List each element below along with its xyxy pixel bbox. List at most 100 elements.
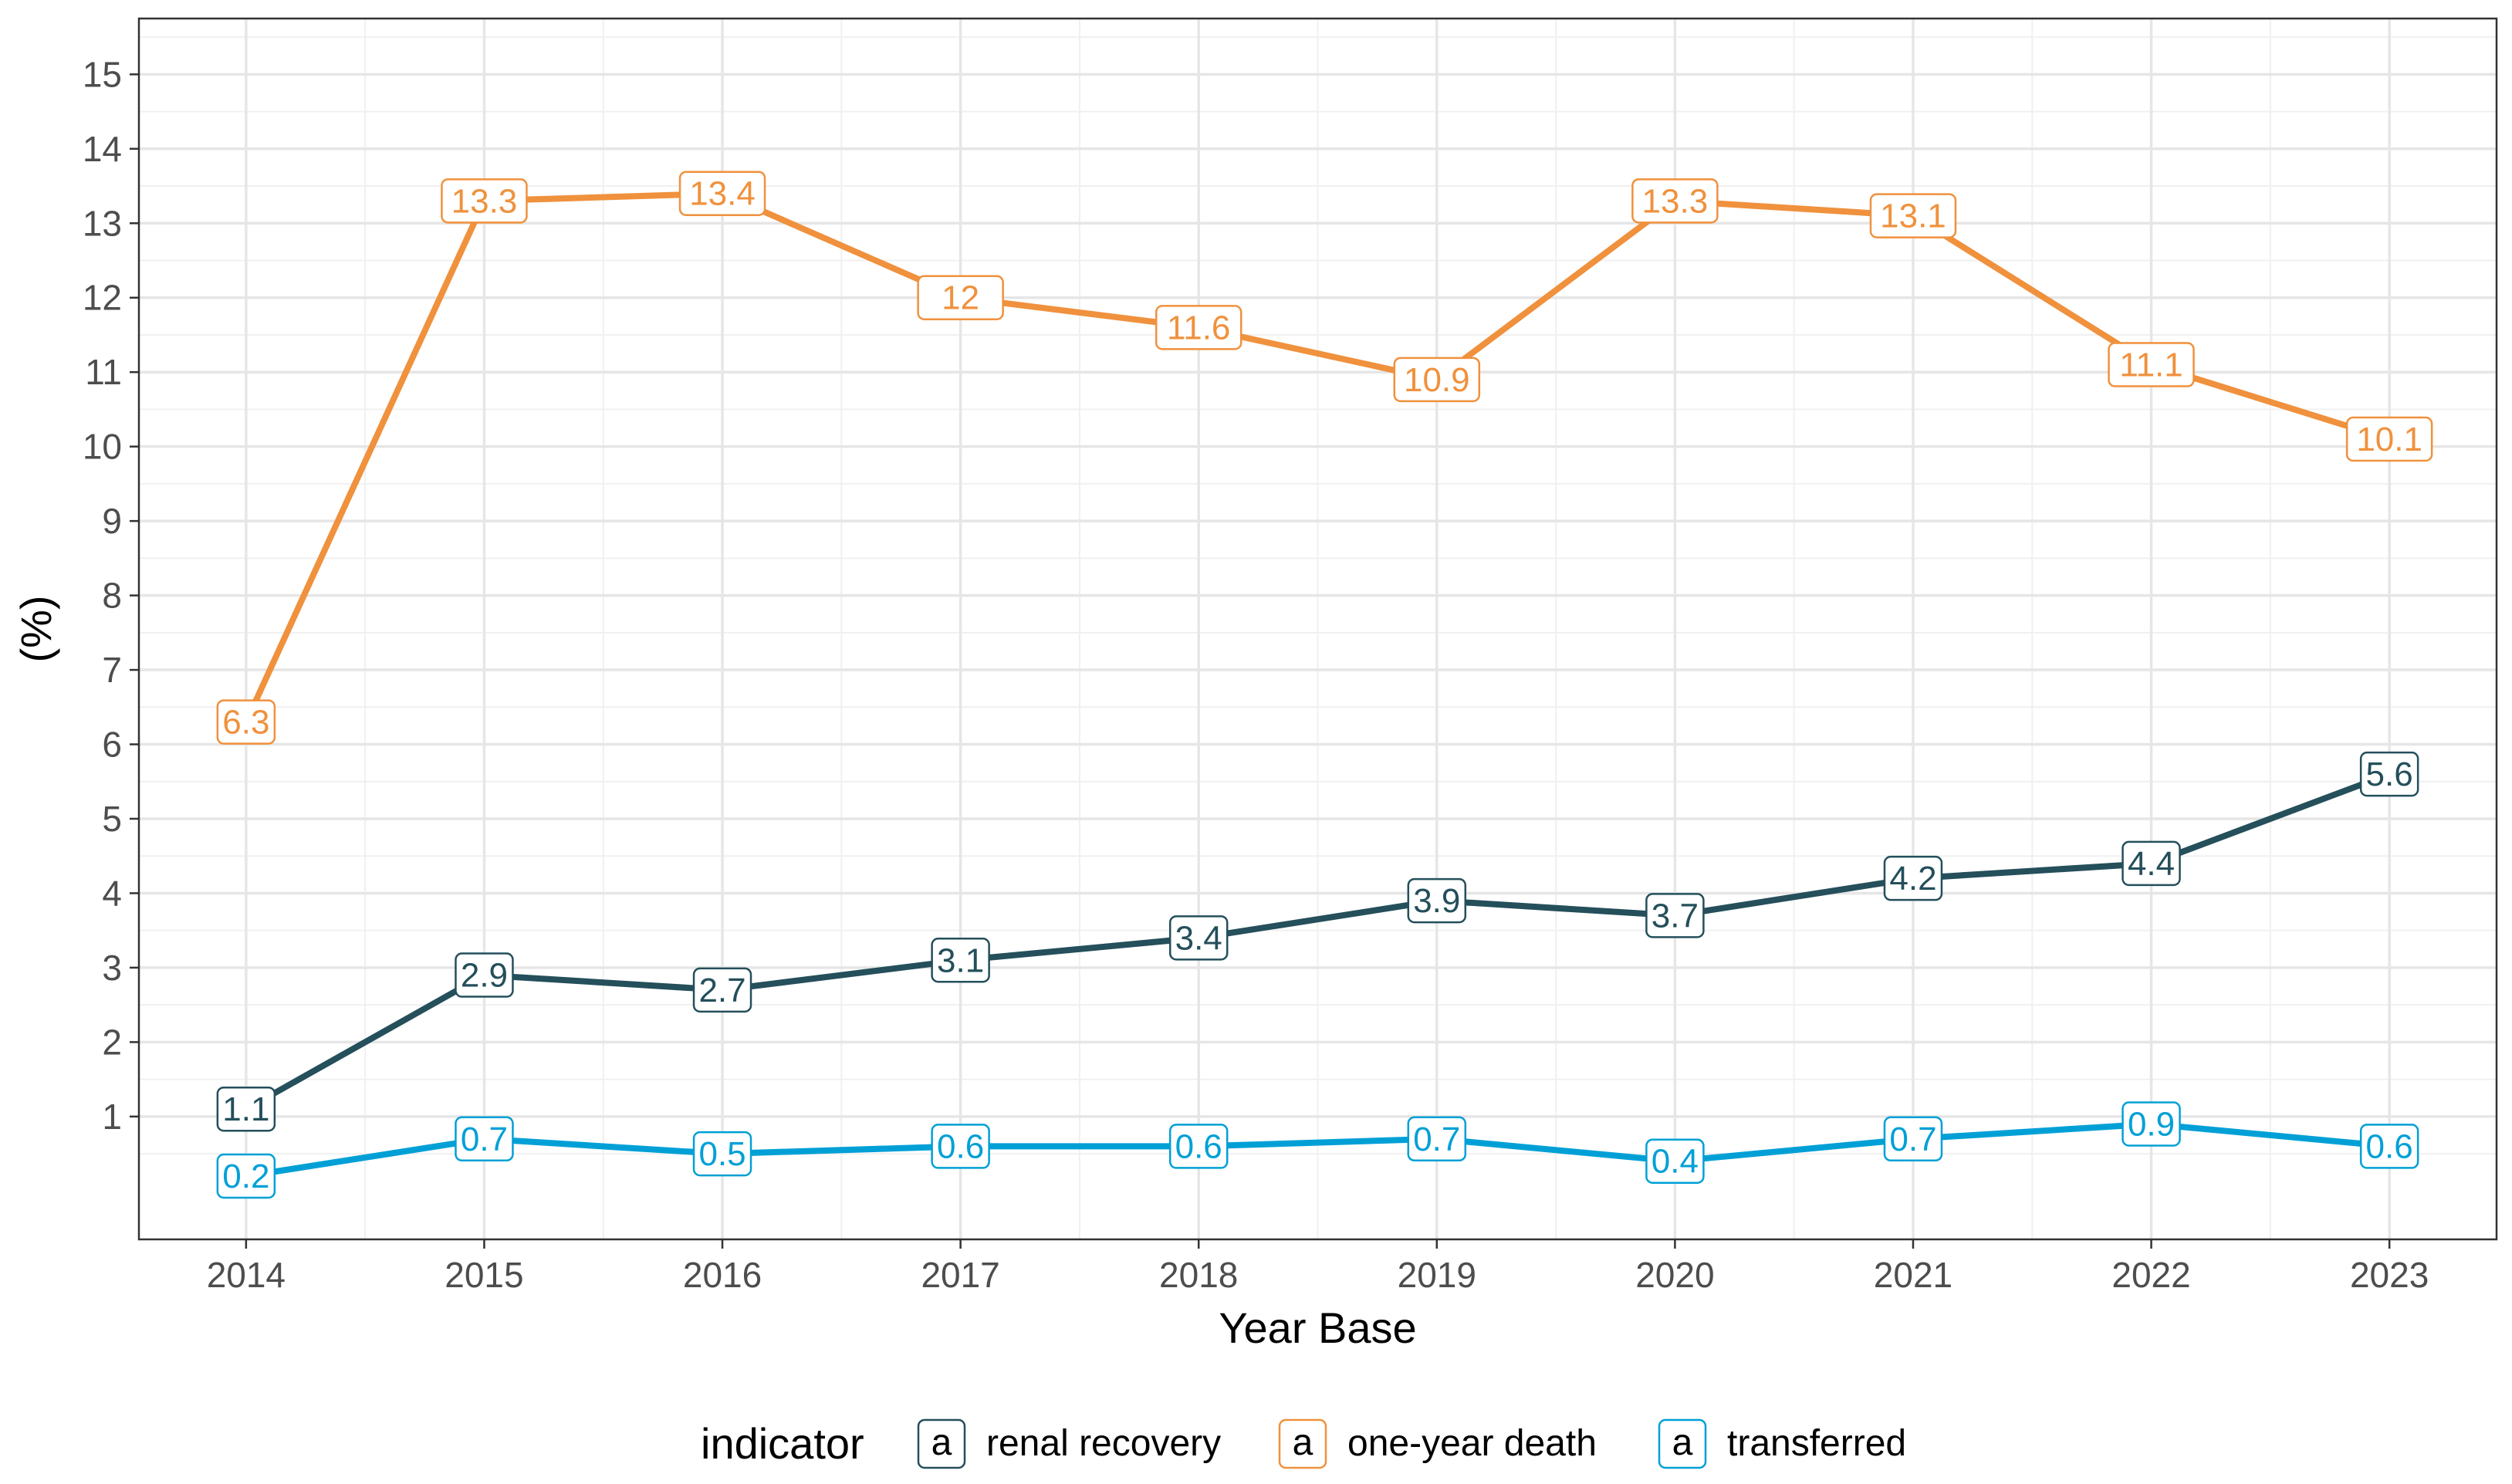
data-label-box-one-year-death [1631,178,1719,224]
data-label-renal-recovery: 4.4 [2128,845,2175,883]
legend-label-transferred: transferred [1727,1423,1906,1464]
data-label-transferred: 0.2 [222,1158,269,1195]
legend-key-renal-recovery [917,1418,966,1469]
legend-key-one-year-death [1278,1418,1327,1469]
data-label-box-transferred [455,1116,514,1162]
data-label-box-renal-recovery [2122,840,2181,887]
x-tick-label: 2015 [445,1255,523,1295]
data-label-transferred: 0.6 [1175,1127,1222,1165]
data-label-transferred: 0.5 [698,1135,745,1173]
data-label-box-renal-recovery [2359,751,2419,797]
data-label-renal-recovery: 5.6 [2366,756,2413,793]
data-label-box-one-year-death [1155,305,1242,350]
data-label-one-year-death: 11.6 [1167,309,1230,346]
data-label-box-one-year-death [2345,416,2433,462]
data-label-renal-recovery: 3.4 [1175,919,1222,957]
data-label-box-renal-recovery [1645,893,1705,938]
data-label-renal-recovery: 4.2 [1889,860,1936,897]
data-label-transferred: 0.7 [1413,1121,1460,1158]
data-label-one-year-death: 12 [942,279,979,317]
x-tick-label: 2019 [1398,1255,1476,1295]
data-label-box-one-year-death [1869,193,1957,238]
data-label-box-one-year-death [216,699,276,745]
x-tick-label: 2020 [1635,1255,1714,1295]
data-label-box-one-year-death [2108,342,2195,387]
data-label-one-year-death: 13.3 [451,182,518,220]
y-tick-label: 8 [102,576,122,616]
legend-key-glyph-transferred: a [1672,1422,1693,1463]
data-label-one-year-death: 13.1 [1880,198,1946,235]
data-label-one-year-death: 10.1 [2356,421,2422,458]
data-label-transferred: 0.7 [1889,1121,1936,1158]
data-label-renal-recovery: 3.1 [937,941,984,979]
data-label-box-renal-recovery [692,967,752,1013]
y-tick-label: 10 [83,427,122,467]
data-label-box-renal-recovery [1168,915,1229,961]
legend-label-renal-recovery: renal recovery [986,1423,1221,1464]
data-label-one-year-death: 13.3 [1642,182,1709,220]
data-label-box-one-year-death [441,178,528,224]
data-label-transferred: 0.6 [2366,1127,2413,1165]
y-tick-label: 14 [83,129,122,169]
legend-title: indicator [701,1419,864,1468]
data-label-box-one-year-death [917,275,1004,320]
data-label-box-renal-recovery [931,938,990,983]
y-tick-label: 5 [102,799,122,839]
data-label-box-transferred [931,1124,990,1169]
data-label-box-transferred [1645,1138,1705,1184]
data-label-transferred: 0.6 [937,1127,984,1165]
data-label-renal-recovery: 2.7 [698,972,745,1009]
x-tick-label: 2021 [1874,1255,1952,1295]
series-line-transferred [245,1121,2390,1179]
legend-label-one-year-death: one-year death [1347,1423,1597,1464]
data-label-box-transferred [1168,1124,1229,1169]
x-tick-label: 2018 [1159,1255,1238,1295]
y-tick-label: 2 [102,1022,122,1062]
data-label-one-year-death: 13.4 [689,175,756,213]
x-tick-label: 2023 [2350,1255,2429,1295]
y-tick-label: 11 [85,352,122,392]
legend: indicator a renal recovery a one-year death… [701,1418,1906,1469]
data-label-transferred: 0.4 [1652,1143,1699,1181]
x-tick-label: 2014 [207,1255,286,1295]
data-label-box-renal-recovery [216,1086,276,1132]
data-label-transferred: 0.9 [2128,1105,2175,1143]
y-tick-label: 15 [83,54,122,94]
series-lines [243,190,2391,1179]
y-tick-label: 7 [102,650,122,690]
panel-border [137,17,2498,1241]
data-label-box-transferred [1883,1116,1943,1162]
x-tick-label: 2022 [2111,1255,2190,1295]
data-label-transferred: 0.7 [461,1121,508,1158]
x-tick-label: 2017 [921,1255,999,1295]
x-tick-label: 2016 [683,1255,762,1295]
y-tick-label: 1 [102,1097,122,1137]
data-label-box-renal-recovery [455,952,514,998]
y-tick-label: 9 [102,501,122,541]
grid-major [139,19,2497,1239]
data-label-renal-recovery: 3.7 [1652,897,1699,935]
series-line-one-year-death [243,190,2391,724]
y-tick-label: 12 [83,278,122,318]
data-label-one-year-death: 6.3 [222,704,269,742]
data-label-box-renal-recovery [1883,855,1943,901]
series-line-renal-recovery [244,771,2391,1112]
data-label-renal-recovery: 1.1 [222,1090,269,1128]
legend-key-glyph-renal-recovery: a [931,1422,952,1463]
data-label-one-year-death: 10.9 [1404,361,1470,399]
x-axis-title: Year Base [1219,1303,1416,1352]
data-label-box-transferred [2122,1101,2181,1147]
y-tick-label: 3 [102,948,122,988]
data-label-one-year-death: 11.1 [2119,346,2182,384]
y-axis-title: (%) [12,595,60,662]
y-tick-label: 6 [102,725,122,765]
data-label-renal-recovery: 3.9 [1413,882,1460,920]
y-tick-label: 4 [102,873,122,913]
data-label-box-transferred [216,1153,276,1199]
data-labels: 1.1 2.9 2.7 3.1 3.4 3.9 3.7 4.2 4.4 5.6 6.3 13.3 13.… [216,171,2433,1199]
data-label-box-transferred [2359,1124,2419,1169]
legend-key-glyph-one-year-death: a [1293,1422,1313,1463]
